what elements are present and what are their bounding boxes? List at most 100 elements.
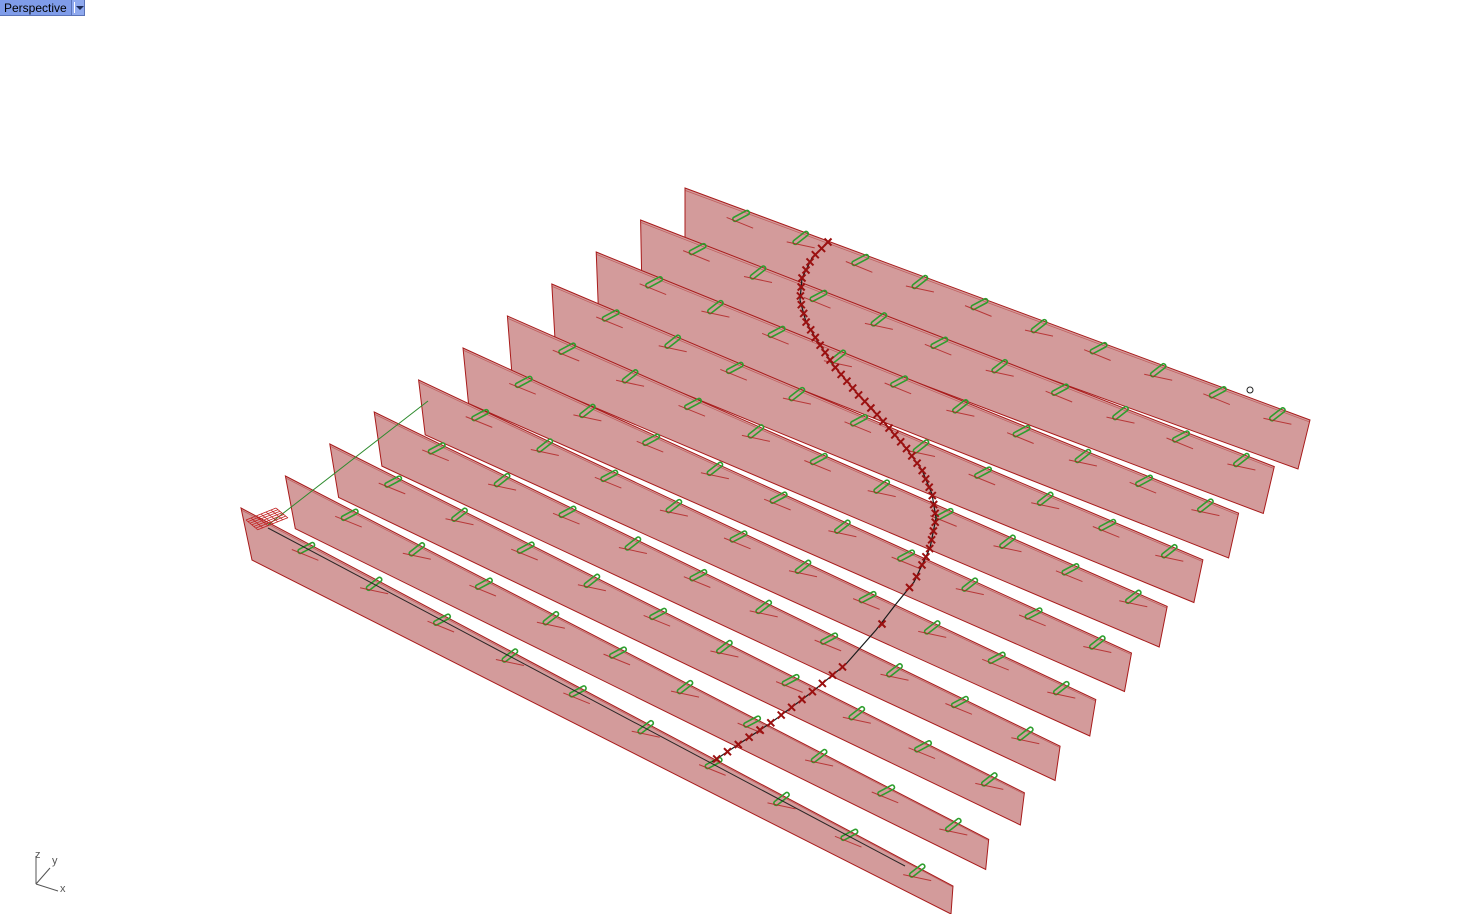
- x-mark: [860, 397, 870, 406]
- green-marker: [741, 424, 771, 442]
- x-mark: [797, 695, 807, 704]
- x-mark: [805, 257, 815, 267]
- x-mark: [907, 451, 917, 461]
- green-marker: [985, 358, 1014, 377]
- x-mark: [838, 662, 847, 672]
- x-mark: [766, 718, 776, 728]
- green-marker: [573, 403, 602, 422]
- green-marker: [552, 342, 580, 362]
- x-mark: [866, 403, 876, 413]
- green-marker: [903, 863, 932, 882]
- panel[interactable]: [329, 443, 1025, 826]
- viewport-tab[interactable]: Perspective: [0, 0, 85, 16]
- green-marker: [1018, 607, 1046, 627]
- green-marker: [536, 610, 566, 629]
- green-marker: [487, 472, 517, 491]
- x-mark: [815, 340, 825, 350]
- green-marker: [939, 817, 968, 836]
- green-marker: [1092, 518, 1120, 538]
- x-mark: [797, 300, 806, 309]
- viewport-title[interactable]: Perspective: [0, 0, 72, 16]
- x-mark: [930, 517, 940, 527]
- green-marker: [700, 461, 730, 480]
- x-mark: [921, 552, 931, 562]
- x-mark: [896, 437, 905, 447]
- x-mark: [787, 703, 796, 712]
- green-marker: [1083, 341, 1111, 361]
- green-marker: [842, 705, 871, 724]
- green-marker: [683, 568, 711, 588]
- green-marker: [427, 613, 455, 633]
- x-mark: [825, 355, 835, 365]
- green-marker: [720, 361, 748, 381]
- green-marker: [814, 632, 842, 652]
- green-marker: [596, 309, 623, 329]
- green-marker: [636, 433, 664, 453]
- x-mark: [917, 560, 927, 570]
- green-marker: [782, 386, 812, 405]
- x-mark: [930, 509, 940, 518]
- green-marker: [670, 679, 700, 698]
- x-mark: [929, 526, 938, 536]
- green-marker: [968, 466, 996, 486]
- x-mark: [917, 466, 927, 475]
- x-mark: [912, 572, 921, 581]
- panel[interactable]: [462, 347, 1133, 693]
- panel[interactable]: [417, 379, 1097, 737]
- x-mark: [890, 430, 900, 440]
- green-marker: [864, 312, 894, 330]
- green-marker: [955, 577, 984, 596]
- green-marker: [618, 536, 648, 554]
- x-mark: [811, 333, 820, 342]
- green-marker: [905, 274, 935, 293]
- green-marker: [639, 276, 667, 296]
- green-marker: [852, 590, 880, 610]
- panel[interactable]: [551, 283, 1204, 604]
- triangle-down-icon[interactable]: [71, 0, 85, 16]
- green-marker: [552, 505, 580, 525]
- green-marker: [335, 508, 362, 528]
- green-marker: [788, 559, 818, 578]
- panel[interactable]: [284, 475, 990, 871]
- green-marker: [402, 542, 431, 560]
- x-mark: [927, 535, 936, 545]
- green-marker: [1144, 362, 1173, 381]
- panel[interactable]: [684, 187, 1311, 470]
- green-marker: [828, 519, 857, 538]
- green-marker: [1083, 635, 1112, 653]
- x-mark: [820, 348, 830, 357]
- green-marker: [945, 695, 973, 715]
- x-mark: [912, 458, 922, 468]
- green-marker: [1045, 383, 1073, 403]
- green-marker: [845, 253, 873, 273]
- panel[interactable]: [595, 251, 1240, 559]
- x-mark: [929, 500, 938, 509]
- green-marker: [884, 375, 912, 395]
- green-marker: [844, 414, 872, 434]
- green-marker: [1227, 452, 1256, 471]
- x-mark: [823, 237, 833, 247]
- panel[interactable]: [506, 315, 1168, 648]
- x-mark: [801, 265, 811, 275]
- green-marker: [378, 475, 406, 495]
- x-mark: [806, 325, 815, 335]
- green-marker: [469, 577, 497, 597]
- axis-z-label: z: [35, 849, 41, 861]
- green-marker: [786, 230, 815, 249]
- green-marker: [701, 299, 730, 318]
- x-mark: [842, 376, 852, 386]
- green-marker: [445, 507, 474, 526]
- x-mark: [878, 417, 888, 426]
- x-mark: [905, 583, 914, 592]
- green-marker: [1263, 407, 1292, 425]
- panel[interactable]: [240, 507, 954, 914]
- green-marker: [743, 265, 773, 283]
- x-mark: [884, 423, 894, 433]
- x-mark: [734, 740, 743, 749]
- green-marker: [1129, 474, 1157, 494]
- green-marker: [761, 325, 789, 345]
- green-marker: [1031, 491, 1060, 510]
- panel[interactable]: [373, 411, 1061, 782]
- x-mark: [776, 710, 786, 720]
